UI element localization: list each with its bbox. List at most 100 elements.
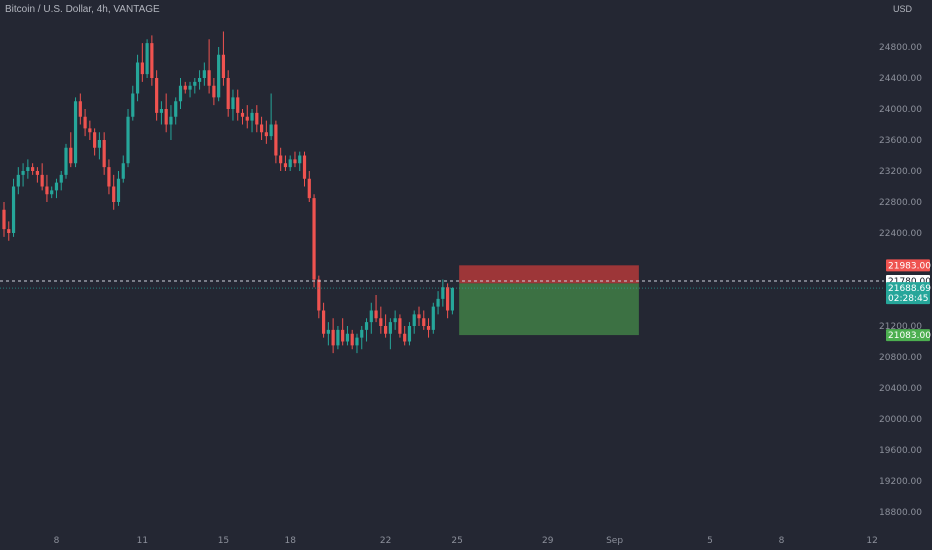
candle [212,78,216,106]
candle [83,109,87,137]
candle [107,159,111,195]
candle [317,275,321,319]
candle [31,163,35,175]
candle [288,155,292,171]
candle [417,306,421,326]
candle [398,314,402,338]
candle [73,97,78,168]
svg-text:21780.00: 21780.00 [888,277,931,287]
time-tick-label: 25 [451,536,462,546]
candle [174,97,178,125]
candle [407,322,412,346]
candle [45,174,49,202]
take-profit-price-tag: 21083.00 [886,329,931,342]
candle [388,318,392,350]
candle [145,39,149,78]
candle [293,151,297,168]
price-tick-label: 21200.00 [879,322,922,332]
candle [155,70,159,121]
candle [298,151,302,171]
time-tick-label: 29 [542,536,554,546]
candle [403,326,407,346]
candle [188,81,192,98]
price-axis[interactable]: 24800.00 24400.00 24000.00 23600.00 23200.00… [879,43,922,518]
price-tick-label: 24000.00 [879,105,922,115]
candle [283,155,288,171]
time-axis[interactable]: 8 11 15 18 22 25 29 Sep 5 8 12 [54,536,878,546]
candle [360,326,364,350]
candle [159,101,164,125]
candle [116,171,121,206]
candle [97,132,101,160]
time-tick-label: 12 [866,536,877,546]
candle [240,109,245,125]
candle [446,283,450,319]
candle [178,78,183,109]
candle [422,310,426,330]
time-tick-label: 11 [137,536,148,546]
price-tick-label: 24800.00 [879,43,922,53]
time-tick-label: 15 [218,536,229,546]
price-tick-label: 23200.00 [879,167,922,177]
candle [341,318,345,346]
time-tick-label: 5 [707,536,713,546]
svg-text:02:28:45: 02:28:45 [888,294,928,304]
candle [345,326,350,346]
price-tick-label: 23600.00 [879,136,922,146]
candle [350,329,354,350]
candle [436,291,440,315]
candle [384,314,388,338]
candle [245,105,249,129]
price-tick-label: 20800.00 [879,353,922,363]
stop-loss-price-tag: 21983.00 [886,259,931,272]
chart-title: Bitcoin / U.S. Dollar, 4h, VANTAGE [5,4,160,15]
position-tool[interactable] [459,265,639,336]
candle [40,163,44,191]
price-tick-label: 20400.00 [879,384,922,394]
candle [393,310,397,330]
time-tick-label: 22 [380,536,391,546]
price-lines [0,280,884,289]
candles-layer [2,31,454,354]
price-tick-label: 20000.00 [879,415,922,425]
candle [441,279,445,307]
candle [197,70,202,90]
time-tick-label: 18 [284,536,296,546]
candle [169,105,173,140]
candle [183,81,187,94]
candle [236,89,240,121]
candle [450,287,454,315]
candle [16,167,20,195]
candle [2,202,6,237]
time-tick-label: 8 [54,536,60,546]
candle [164,93,168,133]
candle [279,147,283,171]
candle [307,171,311,202]
candle [255,105,259,133]
svg-text:21983.00: 21983.00 [888,261,931,271]
candle [274,120,278,164]
candle [364,318,369,342]
price-tick-label: 24400.00 [879,74,922,84]
take-profit-zone[interactable] [459,283,639,336]
candle [112,174,116,210]
candle [93,128,97,156]
time-tick-label: 8 [779,536,785,546]
candle [226,70,230,117]
candle [88,120,92,140]
candle [331,318,335,354]
price-tick-label: 18800.00 [879,508,922,518]
candle [78,93,82,125]
candle [250,109,254,133]
candle [131,85,135,121]
price-tick-label: 19200.00 [879,477,922,487]
candle [59,171,63,191]
candle [312,194,316,288]
stop-loss-zone[interactable] [459,265,639,284]
candle [259,116,264,140]
candle [126,109,130,168]
candle [231,89,235,121]
candle [50,186,54,199]
